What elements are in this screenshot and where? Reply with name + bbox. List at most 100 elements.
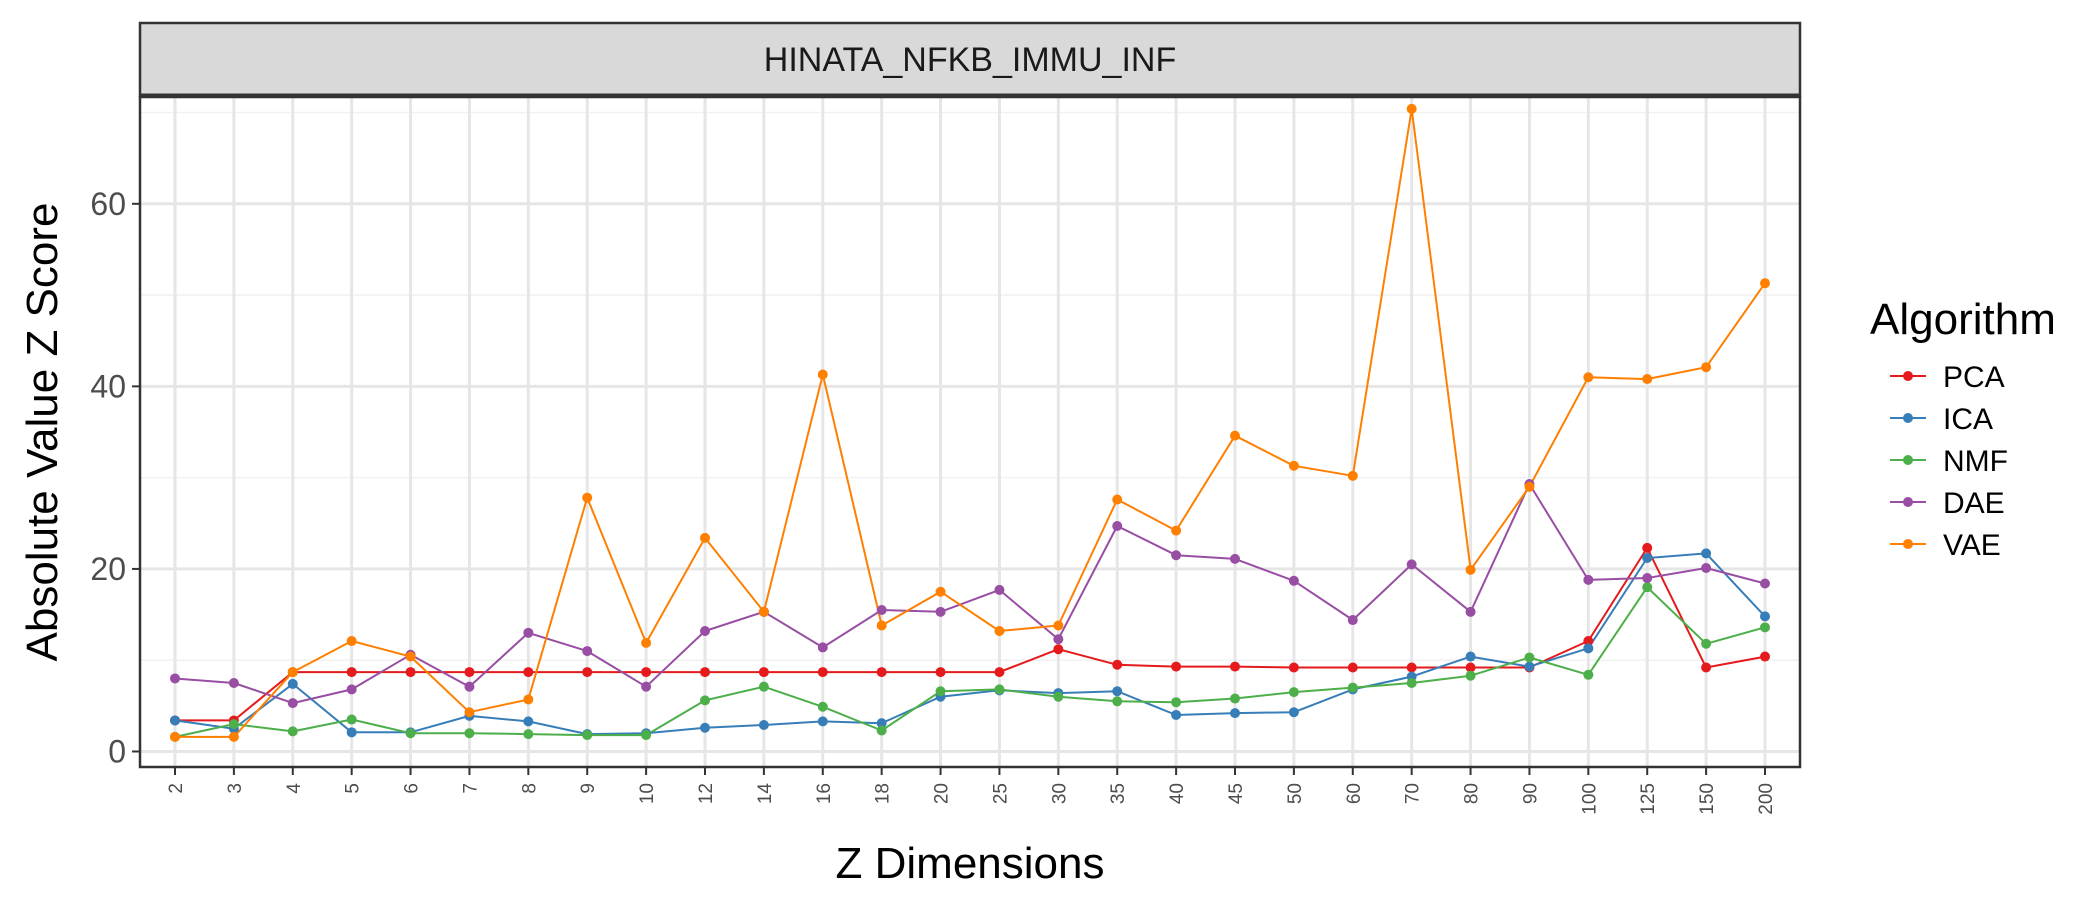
x-tick-label: 90: [1520, 783, 1541, 804]
data-point-vae: [1347, 470, 1358, 481]
data-point-vae: [523, 694, 534, 705]
series-line-ica: [174, 552, 1766, 736]
data-point-vae: [1642, 374, 1653, 385]
data-point-dae: [1112, 521, 1123, 532]
x-tick-label: 6: [402, 783, 423, 794]
legend-items: PCA ICA NMF DAE VAE: [1890, 361, 2008, 562]
data-point-vae: [700, 532, 710, 543]
data-point-pca: [876, 667, 887, 678]
data-point-vae: [287, 667, 298, 678]
data-point-pca: [994, 667, 1005, 678]
data-point-nmf: [817, 701, 828, 712]
data-point-dae: [876, 604, 887, 615]
x-tick-label: 5: [343, 783, 364, 794]
series-line-vae: [175, 107, 1766, 738]
x-tick-label: 9: [578, 783, 599, 794]
data-point-dae: [582, 646, 593, 657]
series-line-dae: [174, 483, 1766, 705]
data-point-dae: [994, 584, 1005, 595]
x-tick-label: 7: [460, 783, 481, 794]
x-tick-label: 35: [1108, 783, 1129, 804]
data-point-pca: [1642, 542, 1653, 553]
legend-title: Algorithm: [1870, 295, 2056, 344]
legend-key-point: [1903, 371, 1913, 381]
data-point-vae: [641, 637, 652, 648]
data-point-vae: [1053, 620, 1064, 631]
data-point-nmf: [1112, 696, 1123, 707]
x-tick-label: 25: [990, 783, 1011, 804]
data-point-nmf: [1230, 693, 1240, 704]
x-tick-label: 200: [1756, 783, 1777, 815]
data-point-nmf: [1524, 652, 1535, 663]
data-point-vae: [817, 369, 828, 380]
x-tick-label: 20: [932, 783, 953, 804]
panel-title: HINATA_NFKB_IMMU_INF: [764, 41, 1176, 79]
data-point-nmf: [700, 695, 710, 706]
data-point-pca: [758, 667, 769, 678]
data-point-dae: [170, 673, 180, 684]
data-point-dae: [1406, 559, 1417, 570]
data-point-vae: [228, 731, 239, 742]
data-point-pca: [1171, 661, 1182, 672]
data-point-vae: [405, 651, 416, 662]
series-line-nmf: [174, 586, 1766, 738]
data-point-vae: [170, 731, 180, 742]
data-point-vae: [1230, 430, 1240, 441]
data-point-nmf: [876, 725, 887, 736]
legend-label-dae: DAE: [1943, 487, 2005, 520]
data-point-nmf: [1583, 669, 1594, 680]
data-point-vae: [1465, 564, 1476, 575]
data-point-ica: [287, 678, 298, 689]
data-point-nmf: [1347, 682, 1358, 693]
data-point-pca: [1465, 662, 1476, 673]
legend-label-pca: PCA: [1943, 361, 2005, 394]
data-point-vae: [1288, 460, 1299, 471]
data-point-vae: [582, 492, 593, 503]
data-point-pca: [582, 667, 593, 678]
data-point-ica: [1583, 643, 1594, 654]
data-point-dae: [1642, 573, 1653, 584]
legend-key-point: [1903, 455, 1913, 465]
data-point-dae: [1171, 550, 1182, 561]
data-point-ica: [1760, 611, 1770, 622]
x-axis-ticks: 2 3 4 5 6 7 8 9 10 12 14 16 18 20 25 30 35 40 45 50 60 70 80 90…: [166, 767, 1777, 815]
legend-label-vae: VAE: [1943, 529, 2001, 562]
data-point-pca: [817, 667, 828, 678]
x-tick-label: 100: [1579, 783, 1600, 815]
data-point-nmf: [346, 714, 357, 725]
x-tick-label: 3: [225, 783, 246, 794]
data-point-ica: [1288, 707, 1299, 718]
data-point-vae: [994, 625, 1005, 636]
x-tick-label: 18: [873, 783, 894, 804]
data-point-ica: [1701, 548, 1712, 559]
data-point-pca: [346, 667, 357, 678]
data-point-vae: [464, 707, 475, 718]
data-point-nmf: [405, 728, 416, 739]
x-tick-label: 80: [1462, 783, 1483, 804]
data-point-dae: [1583, 574, 1594, 585]
data-point-nmf: [1465, 670, 1476, 681]
y-axis-title: Absolute Value Z Score: [18, 203, 67, 662]
data-point-ica: [523, 716, 534, 727]
data-point-vae: [876, 620, 887, 631]
series-points: [170, 103, 1770, 742]
y-tick-label: 20: [90, 551, 126, 587]
x-tick-label: 10: [637, 783, 658, 804]
data-point-vae: [1583, 372, 1594, 383]
x-tick-label: 4: [284, 783, 305, 794]
data-point-nmf: [1642, 582, 1653, 593]
data-point-ica: [1642, 552, 1653, 563]
x-tick-label: 125: [1638, 783, 1659, 815]
data-point-pca: [935, 667, 946, 678]
legend-label-ica: ICA: [1943, 403, 1993, 436]
x-tick-label: 50: [1285, 783, 1306, 804]
data-point-dae: [1230, 553, 1240, 564]
data-point-dae: [700, 625, 710, 636]
data-point-dae: [287, 698, 298, 709]
data-point-pca: [1406, 662, 1417, 673]
data-point-nmf: [287, 726, 298, 737]
y-tick-label: 40: [90, 368, 126, 404]
data-point-nmf: [994, 684, 1005, 695]
data-point-ica: [346, 727, 357, 738]
